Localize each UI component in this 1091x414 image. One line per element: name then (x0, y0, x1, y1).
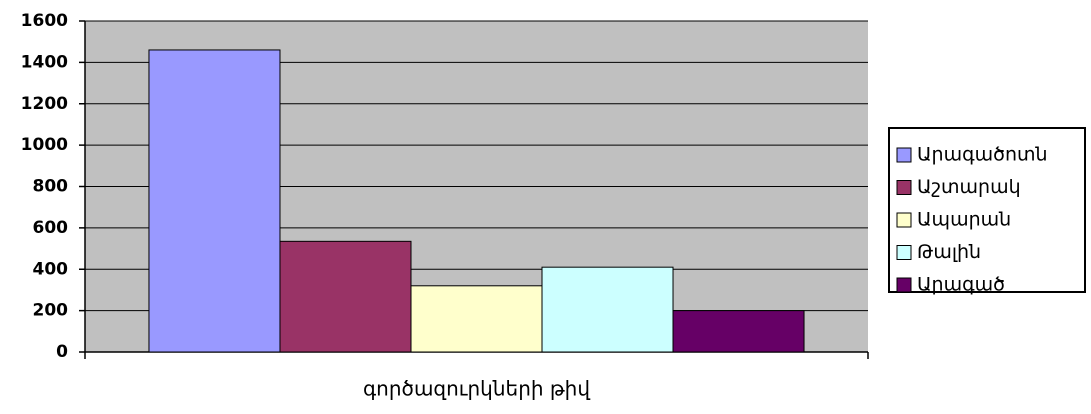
x-tick-label: գործազուրկների թիվ (363, 377, 590, 401)
y-tick-label: 200 (33, 301, 69, 321)
legend-swatch (896, 277, 912, 293)
legend-swatch (896, 147, 912, 163)
legend-label: Արագածոտն (917, 144, 1048, 166)
bar (672, 310, 805, 353)
y-tick-label: 400 (33, 259, 69, 279)
legend-swatch (896, 245, 912, 260)
y-tick-label: 1200 (21, 94, 68, 114)
legend-label: Արագած (917, 274, 1005, 296)
legend (888, 127, 1086, 293)
legend-swatch (896, 212, 912, 228)
y-tick-label: 800 (33, 177, 69, 197)
y-tick-label: 0 (56, 342, 68, 362)
bar (410, 285, 543, 353)
legend-label: Թալին (917, 241, 981, 263)
bar (279, 240, 412, 353)
bar (541, 266, 674, 353)
y-tick-label: 1000 (21, 135, 68, 155)
legend-label: Ապարան (917, 209, 1011, 231)
y-tick-label: 600 (33, 218, 69, 238)
legend-swatch (896, 180, 912, 195)
y-tick-label: 1600 (21, 11, 68, 31)
bar (148, 49, 281, 353)
legend-label: Աշտարակ (917, 176, 1021, 198)
y-tick-label: 1400 (21, 52, 68, 72)
